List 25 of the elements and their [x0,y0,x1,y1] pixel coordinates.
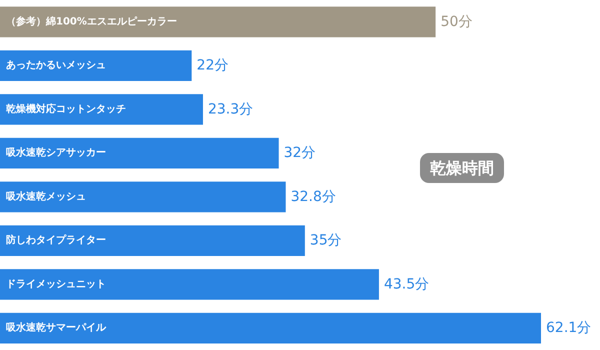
y-tick-label: ドライメッシュニット [6,278,106,290]
data-label: 50分 [440,14,472,30]
data-label: 23.3分 [208,101,254,118]
data-label: 43.5分 [384,276,430,292]
y-tick-label: 吸水速乾シアサッカー [6,146,106,159]
bar [0,6,436,38]
data-label: 62.1分 [546,320,592,336]
y-tick-label: 乾燥機対応コットンタッチ [6,102,126,115]
text: 乾燥時間 [430,158,494,178]
y-tick-label: （参考）綿100%エスエルピーカラー [6,15,177,28]
y-tick-label: あったかるいメッシュ [6,60,106,72]
bar [0,50,192,81]
bar [0,94,203,125]
data-label: 32分 [284,145,316,162]
bar [0,269,379,300]
data-label: 22分 [196,58,228,74]
bar [0,182,286,212]
bar [0,225,305,256]
y-tick-label: 防しわタイプライター [6,234,106,246]
bar [0,138,279,168]
data-label: 32.8分 [290,188,336,205]
y-tick-label: 吸水速乾メッシュ [6,190,86,202]
bar [0,312,541,344]
data-label: 35分 [310,232,342,249]
y-tick-label: 吸水速乾サマーパイル [6,322,107,334]
